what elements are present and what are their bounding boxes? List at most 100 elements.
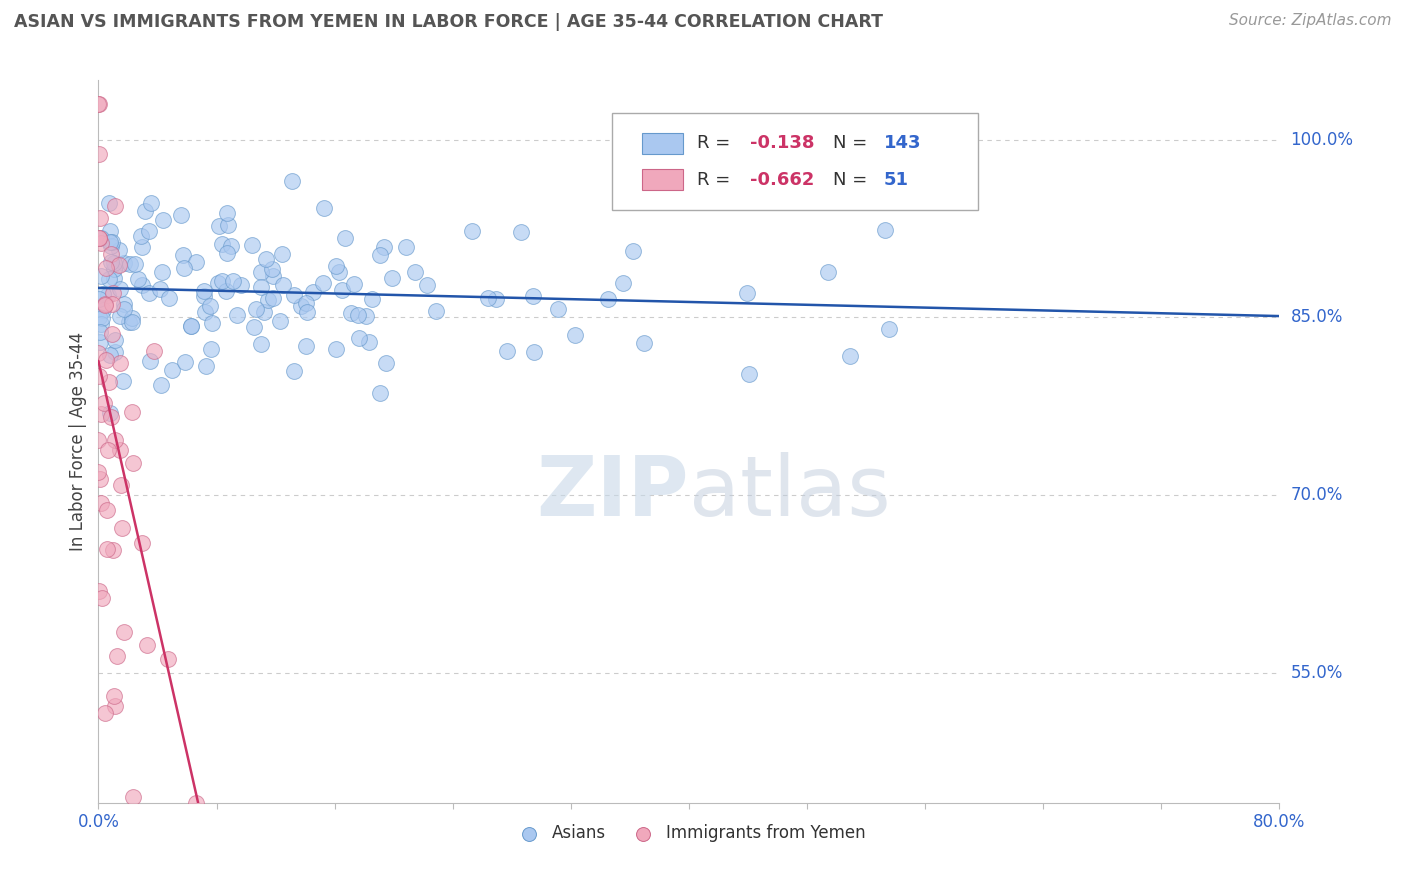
Point xyxy=(875,223,897,237)
Point xyxy=(193,284,215,298)
Point xyxy=(333,231,356,245)
Point xyxy=(249,337,271,351)
Point xyxy=(101,542,124,557)
Point xyxy=(100,247,122,261)
Point xyxy=(101,235,124,250)
Point xyxy=(87,231,110,245)
Point xyxy=(262,269,284,284)
Point xyxy=(173,355,195,369)
Point xyxy=(295,305,318,319)
Point xyxy=(485,292,508,306)
Point xyxy=(222,275,245,289)
Point xyxy=(87,310,110,324)
Point xyxy=(510,225,533,239)
Point xyxy=(253,305,276,319)
Point xyxy=(100,235,122,250)
Text: R =: R = xyxy=(697,171,737,189)
Point xyxy=(314,201,336,215)
Point xyxy=(105,648,128,663)
Point xyxy=(564,328,586,343)
Point xyxy=(87,346,110,360)
Point xyxy=(211,237,233,252)
Point xyxy=(231,278,253,293)
Point xyxy=(101,286,124,301)
Text: 55.0%: 55.0% xyxy=(1291,664,1343,681)
Point xyxy=(101,327,124,342)
Text: N =: N = xyxy=(832,135,873,153)
Point xyxy=(312,276,335,290)
Point xyxy=(97,287,120,301)
Point xyxy=(131,278,153,293)
Point xyxy=(269,314,291,328)
Point xyxy=(103,271,125,285)
Point xyxy=(156,652,179,666)
Point xyxy=(108,243,131,257)
Point xyxy=(184,796,207,810)
Point xyxy=(404,264,426,278)
Point xyxy=(98,376,121,390)
Point xyxy=(89,472,111,486)
Point xyxy=(242,319,264,334)
Point xyxy=(110,478,132,492)
Point xyxy=(270,247,292,261)
Point xyxy=(193,289,215,303)
Point xyxy=(184,255,207,269)
Point xyxy=(219,238,242,252)
Point xyxy=(207,219,229,233)
Point xyxy=(375,356,398,370)
Point xyxy=(131,536,153,550)
Point xyxy=(94,297,117,311)
Text: 51: 51 xyxy=(884,171,908,189)
Point xyxy=(104,199,127,213)
Point xyxy=(354,310,377,324)
Point xyxy=(139,354,162,368)
Point xyxy=(97,443,120,458)
Point xyxy=(249,280,271,294)
Point xyxy=(330,284,353,298)
Point xyxy=(112,301,135,316)
Point xyxy=(340,306,363,320)
Point xyxy=(100,238,122,252)
Point xyxy=(90,269,112,284)
Text: -0.138: -0.138 xyxy=(751,135,815,153)
Text: 70.0%: 70.0% xyxy=(1291,486,1343,504)
Point xyxy=(283,288,305,302)
Point xyxy=(621,244,644,259)
Point xyxy=(90,591,112,605)
Point xyxy=(262,261,284,276)
Point xyxy=(201,316,224,330)
Point xyxy=(87,369,110,384)
Point xyxy=(135,638,157,652)
Point xyxy=(200,343,222,357)
Point xyxy=(91,287,114,301)
Point xyxy=(87,433,110,447)
Point xyxy=(495,344,517,359)
Point xyxy=(134,203,156,218)
Point xyxy=(735,285,758,300)
Point xyxy=(91,310,114,325)
Point xyxy=(111,521,134,535)
Point xyxy=(122,789,145,804)
Point xyxy=(226,308,249,322)
Point xyxy=(368,248,391,262)
Point xyxy=(94,706,117,721)
Text: -0.662: -0.662 xyxy=(751,171,814,189)
Point xyxy=(301,285,323,299)
Text: 143: 143 xyxy=(884,135,921,153)
Point xyxy=(737,367,759,381)
Point xyxy=(104,345,127,359)
Point xyxy=(633,336,655,351)
Text: Source: ZipAtlas.com: Source: ZipAtlas.com xyxy=(1229,13,1392,29)
Point xyxy=(596,293,619,307)
Point xyxy=(98,406,121,420)
Point xyxy=(215,205,238,219)
Point xyxy=(879,321,901,335)
Point xyxy=(346,308,368,322)
Point xyxy=(100,255,122,269)
Point xyxy=(93,302,115,317)
Point xyxy=(180,318,202,333)
Point xyxy=(138,286,160,301)
Point xyxy=(839,349,862,363)
Point xyxy=(90,235,112,250)
Point xyxy=(103,262,125,277)
